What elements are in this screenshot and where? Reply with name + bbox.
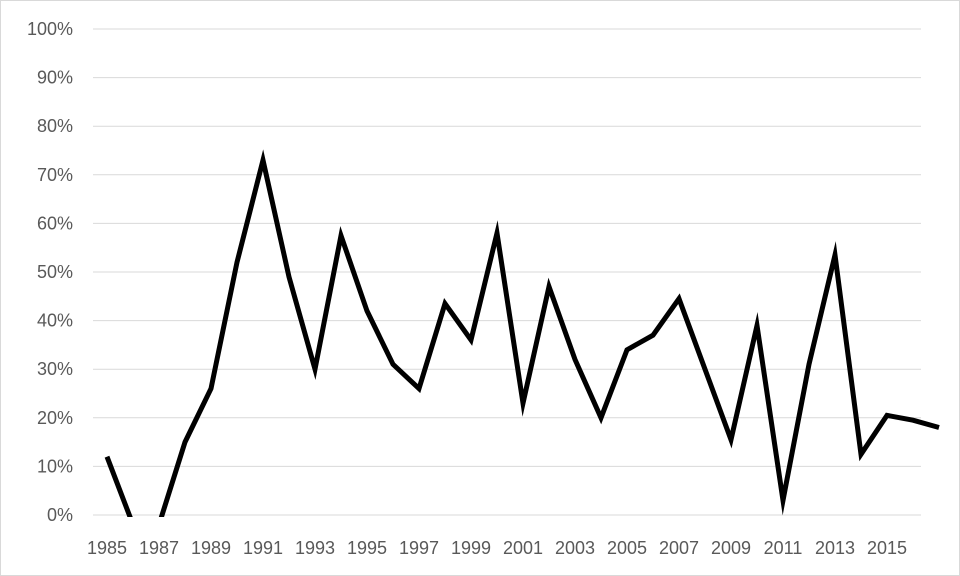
x-tick-label: 2007 <box>659 538 699 558</box>
x-tick-label: 2003 <box>555 538 595 558</box>
y-tick-label: 10% <box>37 456 73 476</box>
y-tick-label: 80% <box>37 116 73 136</box>
y-tick-label: 70% <box>37 165 73 185</box>
x-tick-label: 2009 <box>711 538 751 558</box>
x-tick-label: 2013 <box>815 538 855 558</box>
x-tick-label: 1993 <box>295 538 335 558</box>
x-tick-label: 1997 <box>399 538 439 558</box>
y-tick-label: 100% <box>27 19 73 39</box>
x-tick-label: 1999 <box>451 538 491 558</box>
x-tick-label: 1991 <box>243 538 283 558</box>
x-tick-label: 2005 <box>607 538 647 558</box>
x-tick-label: 1985 <box>87 538 127 558</box>
y-tick-label: 60% <box>37 213 73 233</box>
x-tick-label: 2011 <box>764 538 803 558</box>
y-tick-label: 0% <box>47 505 73 525</box>
x-tick-label: 1995 <box>347 538 387 558</box>
series-line <box>104 149 940 517</box>
y-tick-label: 20% <box>37 408 73 428</box>
y-tick-label: 40% <box>37 311 73 331</box>
y-tick-label: 50% <box>37 262 73 282</box>
y-tick-label: 90% <box>37 68 73 88</box>
x-tick-label: 2015 <box>867 538 907 558</box>
x-tick-label: 2001 <box>503 538 543 558</box>
y-tick-label: 30% <box>37 359 73 379</box>
x-tick-label: 1987 <box>139 538 179 558</box>
x-tick-label: 1989 <box>191 538 231 558</box>
